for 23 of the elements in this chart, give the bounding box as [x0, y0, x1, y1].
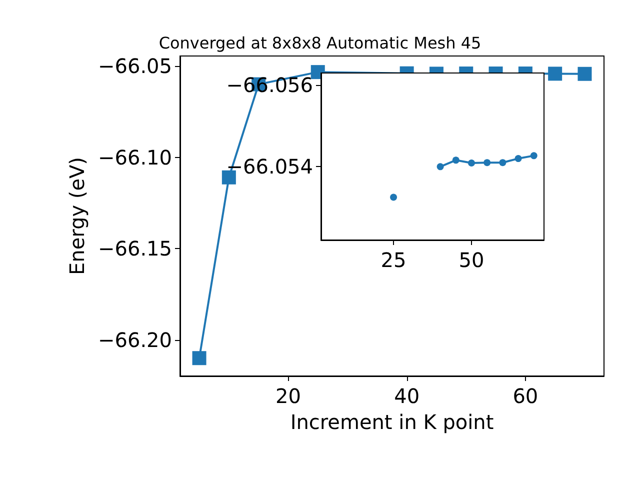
x-tick-label: 60	[512, 384, 538, 408]
point	[514, 155, 522, 162]
point	[192, 351, 206, 366]
x-tick-label: 40	[394, 384, 420, 408]
point	[468, 160, 475, 167]
y-tick-label: −66.05	[98, 54, 172, 78]
y-axis-title: Energy (eV)	[65, 157, 90, 275]
chart-title: Converged at 8x8x8 Automatic Mesh 45	[158, 34, 482, 52]
point	[499, 159, 506, 166]
y-tick-label: −66.15	[98, 236, 172, 261]
x-tick-label: 50	[458, 248, 484, 272]
y-tick-label: −66.20	[98, 328, 172, 352]
point	[390, 194, 398, 201]
y-tick-label: −66.10	[98, 145, 172, 170]
point	[484, 159, 491, 166]
point	[436, 163, 444, 170]
point	[452, 156, 460, 164]
point	[578, 66, 592, 81]
point	[530, 152, 538, 160]
x-tick-label: 20	[275, 384, 301, 408]
x-tick-label: 25	[380, 248, 406, 272]
x-axis-title: Increment in K point	[290, 410, 494, 434]
point	[548, 66, 562, 81]
